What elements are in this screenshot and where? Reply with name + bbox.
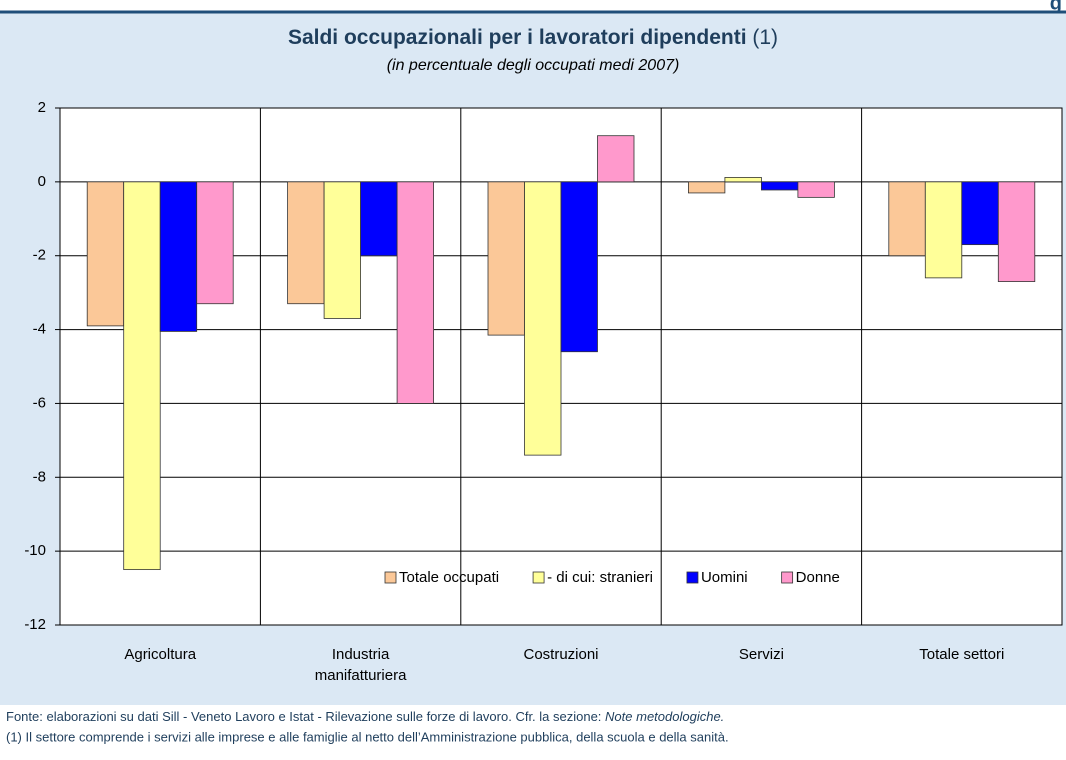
legend-swatch bbox=[384, 571, 397, 584]
x-tick-label: Agricoltura bbox=[124, 646, 196, 663]
source-italic: Note metodologiche. bbox=[605, 709, 724, 724]
y-tick-label: -12 bbox=[24, 616, 46, 633]
bar bbox=[888, 181, 926, 257]
legend-label: - di cui: stranieri bbox=[547, 569, 653, 586]
corner-label: g bbox=[1050, 0, 1062, 14]
footer-note: (1) Il settore comprende i servizi alle … bbox=[6, 729, 729, 744]
bar bbox=[159, 181, 198, 332]
bar bbox=[761, 181, 799, 191]
y-tick-label: -10 bbox=[24, 542, 46, 559]
bar bbox=[688, 181, 726, 194]
bar bbox=[524, 181, 562, 456]
legend-label: Totale occupati bbox=[399, 569, 499, 586]
bar bbox=[924, 181, 963, 279]
chart-title: Saldi occupazionali per i lavoratori dip… bbox=[288, 26, 778, 49]
legend-swatch bbox=[532, 571, 545, 584]
y-tick-label: 0 bbox=[38, 173, 46, 190]
bar bbox=[560, 181, 598, 353]
y-tick-label: -2 bbox=[33, 247, 46, 264]
bar bbox=[597, 135, 635, 183]
bar bbox=[961, 181, 999, 246]
bar bbox=[123, 181, 161, 571]
legend-label: Uomini bbox=[701, 569, 748, 586]
plot: -12 -10 -8 -6 -4 -2 0 2 Agricoltura Industria mani… bbox=[24, 99, 1062, 684]
bar bbox=[323, 181, 362, 319]
y-tick-label: -4 bbox=[33, 321, 46, 338]
bar bbox=[724, 177, 762, 183]
chart-subtitle: (in percentuale degli occupati medi 2007… bbox=[387, 57, 680, 74]
title-note: (1) bbox=[752, 26, 778, 49]
bar bbox=[797, 181, 835, 198]
legend-swatch bbox=[686, 571, 699, 584]
y-tick-label: -6 bbox=[33, 394, 46, 411]
y-tick-label: -8 bbox=[33, 468, 46, 485]
title-main: Saldi occupazionali per i lavoratori dip… bbox=[288, 26, 747, 49]
bar bbox=[360, 181, 398, 257]
bar bbox=[196, 181, 234, 305]
bar bbox=[396, 181, 435, 404]
x-tick-label: Industria manifatturiera bbox=[315, 646, 407, 684]
legend-label: Donne bbox=[796, 569, 840, 586]
legend-swatch bbox=[781, 571, 794, 584]
bar bbox=[287, 181, 325, 305]
source-text: Fonte: elaborazioni su dati Sill - Venet… bbox=[6, 709, 605, 724]
y-tick-label: 2 bbox=[38, 99, 46, 116]
footer-source: Fonte: elaborazioni su dati Sill - Venet… bbox=[6, 709, 724, 724]
bar bbox=[997, 181, 1036, 282]
x-tick-label: Totale settori bbox=[919, 646, 1004, 663]
bar bbox=[487, 181, 525, 336]
bar bbox=[86, 181, 125, 327]
x-tick-label: Costruzioni bbox=[523, 646, 598, 663]
x-tick-label: Servizi bbox=[739, 646, 784, 663]
